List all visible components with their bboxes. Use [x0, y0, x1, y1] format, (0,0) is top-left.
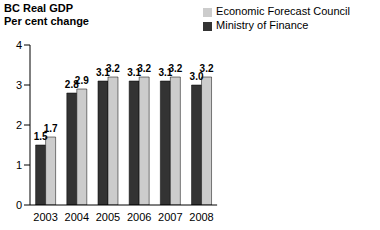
svg-text:3.1: 3.1	[158, 67, 173, 78]
svg-text:3: 3	[16, 79, 22, 91]
html-text:Per cent change: Per cent change	[4, 15, 89, 27]
svg-text:2: 2	[16, 119, 22, 131]
svg-text:2006: 2006	[127, 211, 151, 223]
svg-text:2004: 2004	[65, 211, 89, 223]
html-text:Ministry of Finance: Ministry of Finance	[216, 19, 309, 31]
svg-text:1.5: 1.5	[33, 131, 48, 142]
svg-text:2007: 2007	[158, 211, 182, 223]
svg-text:3.1: 3.1	[127, 67, 142, 78]
svg-text:3.2: 3.2	[137, 63, 151, 74]
svg-text:3.0: 3.0	[189, 71, 204, 82]
html-text:Economic Forecast Council: Economic Forecast Council	[216, 5, 350, 17]
svg-text:1: 1	[16, 159, 22, 171]
svg-text:2003: 2003	[33, 211, 57, 223]
svg-text:3.1: 3.1	[96, 67, 110, 78]
svg-text:0: 0	[16, 199, 22, 211]
svg-text:2.9: 2.9	[75, 75, 89, 86]
svg-text:4: 4	[16, 39, 22, 51]
html-text:BC Real GDP: BC Real GDP	[4, 2, 74, 14]
svg-text:2.8: 2.8	[64, 79, 79, 90]
svg-text:1.7: 1.7	[44, 123, 58, 134]
svg-text:2005: 2005	[96, 211, 120, 223]
svg-text:2008: 2008	[189, 211, 213, 223]
svg-text:3.2: 3.2	[168, 63, 182, 74]
svg-text:3.2: 3.2	[200, 63, 214, 74]
svg-text:3.2: 3.2	[106, 63, 120, 74]
